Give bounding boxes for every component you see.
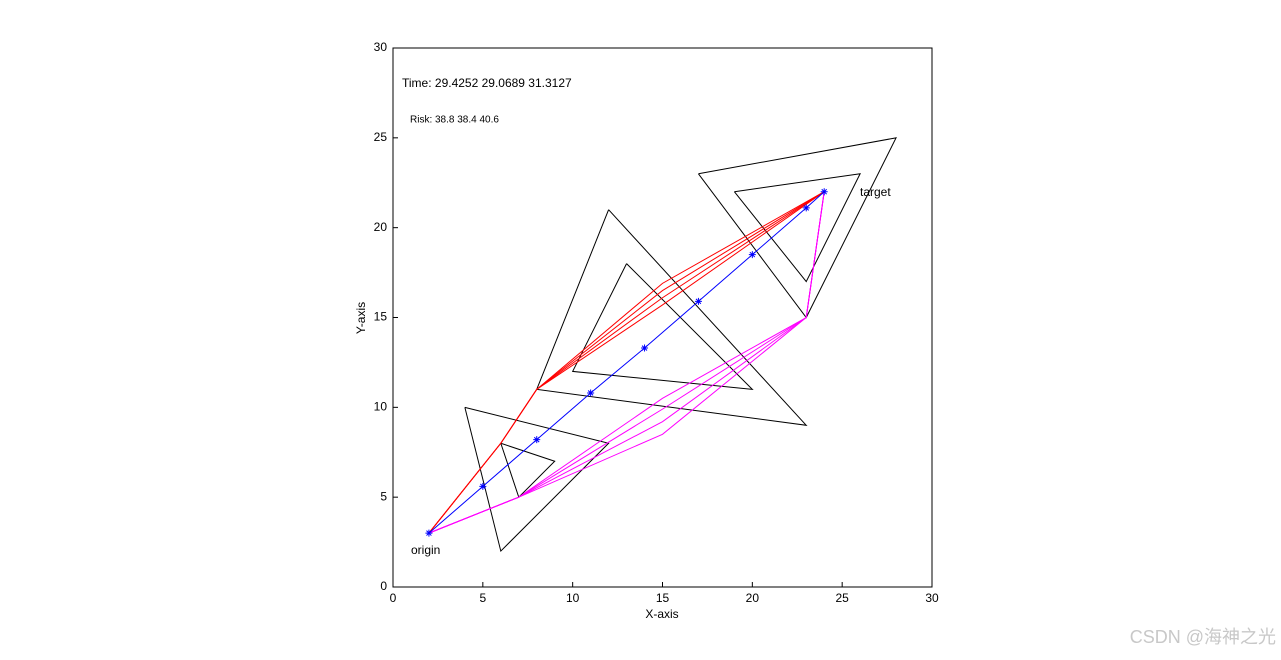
origin-label: origin	[411, 543, 440, 557]
y-axis-label: Y-axis	[354, 302, 368, 334]
point-marker	[425, 529, 433, 537]
x-tick-label: 5	[479, 591, 486, 605]
point-marker	[479, 482, 487, 490]
y-tick-label: 20	[374, 220, 388, 234]
point-marker	[802, 204, 810, 212]
x-tick-label: 30	[925, 591, 939, 605]
y-tick-label: 30	[374, 40, 388, 54]
risk-annotation: Risk: 38.8 38.4 40.6	[410, 115, 499, 126]
x-tick-label: 10	[566, 591, 580, 605]
x-tick-label: 20	[746, 591, 760, 605]
y-tick-label: 10	[374, 400, 388, 414]
series-line	[464, 406, 610, 553]
y-tick-label: 0	[380, 579, 387, 593]
target-label: target	[860, 185, 891, 199]
point-marker	[587, 389, 595, 397]
series-line	[733, 173, 862, 283]
point-marker	[748, 251, 756, 259]
time-annotation: Time: 29.4252 29.0689 31.3127	[402, 76, 572, 90]
series-line	[428, 191, 825, 534]
y-tick-label: 5	[380, 489, 387, 503]
point-marker	[694, 297, 702, 305]
series-line	[536, 209, 808, 426]
point-marker	[641, 344, 649, 352]
y-tick-label: 25	[374, 130, 388, 144]
x-tick-label: 0	[390, 591, 397, 605]
series-line	[428, 191, 825, 534]
point-marker	[533, 436, 541, 444]
x-tick-label: 25	[835, 591, 849, 605]
point-marker	[820, 188, 828, 196]
x-tick-label: 15	[656, 591, 670, 605]
series-line	[500, 442, 556, 499]
watermark: CSDN @海神之光	[1130, 627, 1276, 647]
x-axis-label: X-axis	[645, 607, 678, 621]
series-line	[571, 263, 754, 391]
series-line	[698, 137, 897, 319]
y-tick-label: 15	[374, 310, 388, 324]
plot-frame	[392, 47, 933, 588]
